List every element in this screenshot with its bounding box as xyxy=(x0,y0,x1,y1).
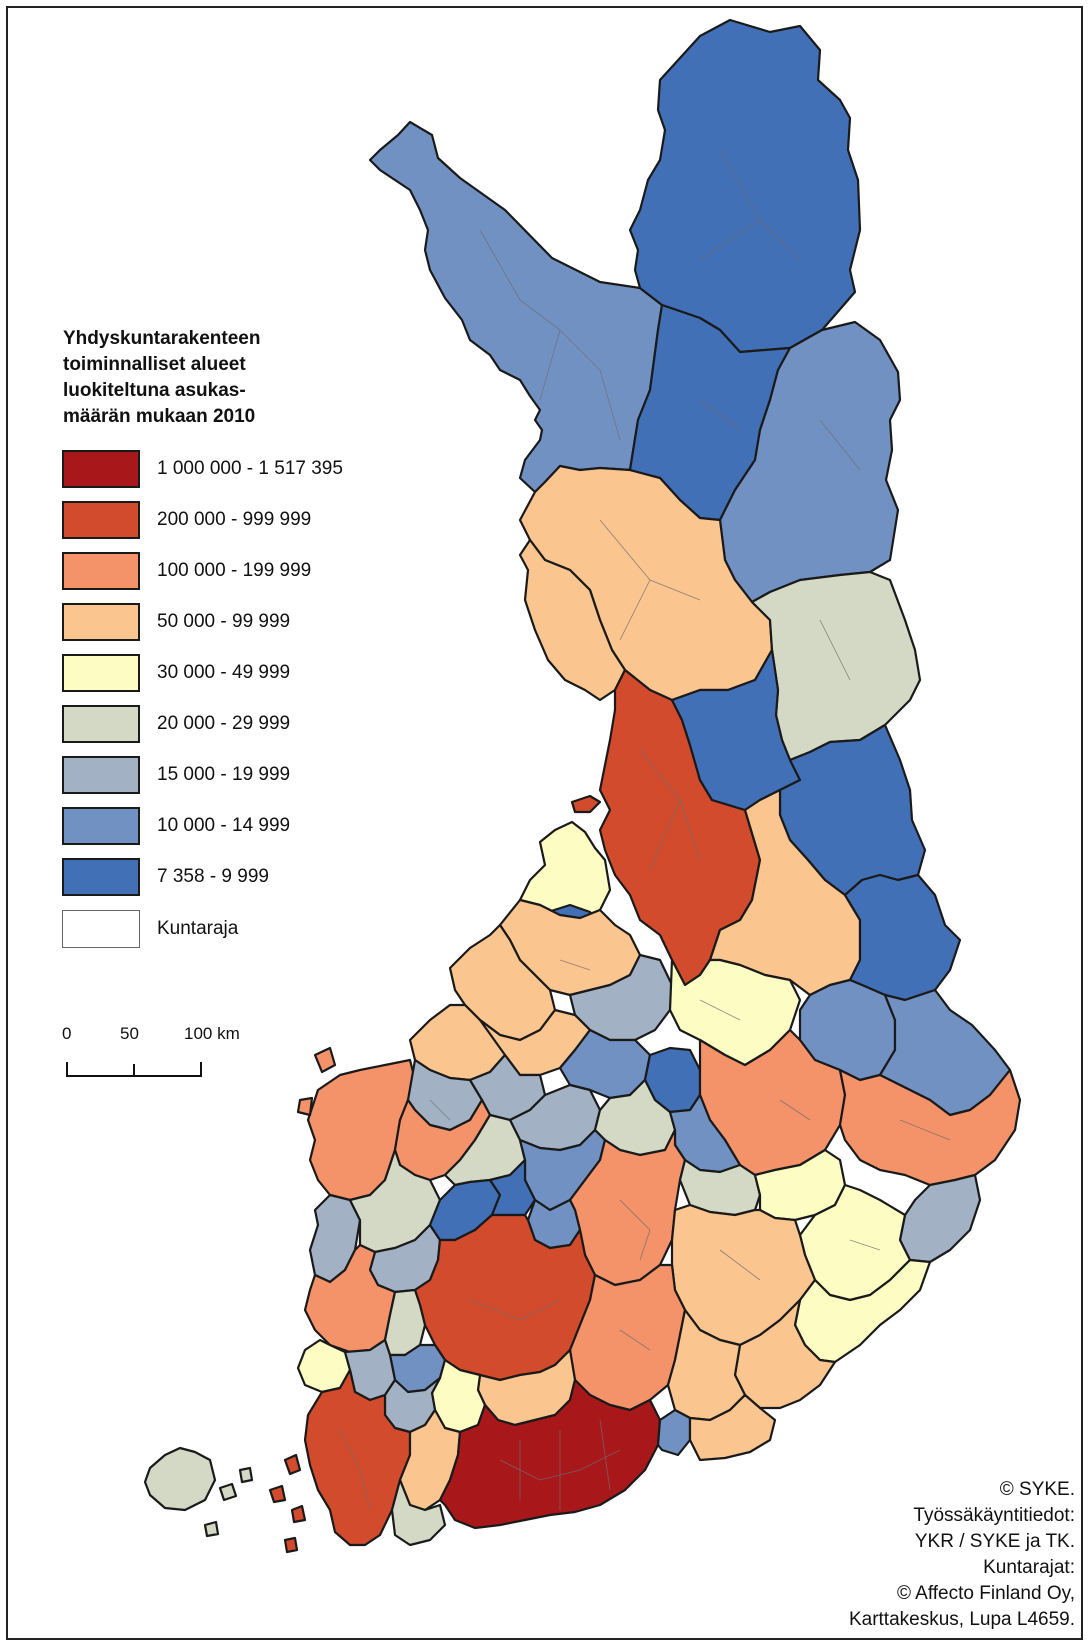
region-enontekio xyxy=(368,120,664,494)
legend-label: 15 000 - 19 999 xyxy=(157,764,291,785)
region-aland xyxy=(143,1446,217,1512)
legend-title-line: toiminnalliset alueet xyxy=(63,354,246,375)
region-mantta xyxy=(488,1158,537,1217)
credit-line: Työssäkäyntitiedot: xyxy=(913,1505,1075,1526)
scale-bar-line xyxy=(66,1062,202,1077)
legend-swatch xyxy=(62,501,140,539)
region-iisalmi xyxy=(668,958,802,1067)
credit-line: Karttakeskus, Lupa L4659. xyxy=(848,1609,1075,1630)
legend-swatch xyxy=(62,450,140,488)
scale-label: 50 xyxy=(120,1024,139,1043)
legend-title-line: määrän mukaan 2010 xyxy=(63,406,256,427)
legend-swatch-border xyxy=(62,910,140,948)
legend-item: 30 000 - 49 999 xyxy=(62,654,402,694)
credit-line: © Affecto Finland Oy, xyxy=(896,1583,1075,1604)
region-kuhmo xyxy=(843,873,962,1002)
credit-line: © SYKE. xyxy=(999,1479,1075,1500)
region-kotka xyxy=(688,1393,777,1462)
region-hailuoto xyxy=(570,794,602,814)
legend-item: 50 000 - 99 999 xyxy=(62,603,402,643)
legend-title-line: Yhdyskuntarakenteen xyxy=(63,328,261,349)
legend-item: 15 000 - 19 999 xyxy=(62,756,402,796)
legend-label: 100 000 - 199 999 xyxy=(157,560,312,581)
legend-swatch xyxy=(62,705,140,743)
scale-label: 0 xyxy=(62,1024,72,1043)
legend-title: Yhdyskuntarakenteen toiminnalliset aluee… xyxy=(63,326,323,430)
legend-item: 200 000 - 999 999 xyxy=(62,501,402,541)
region-utsjoki-inari xyxy=(628,18,862,354)
municipal-borders xyxy=(339,149,951,1511)
legend-item: 7 358 - 9 999 xyxy=(62,858,402,898)
legend-item: 10 000 - 14 999 xyxy=(62,807,402,847)
credits: © SYKE. Työssäkäyntitiedot: YKR / SYKE j… xyxy=(849,1477,1075,1633)
legend-label: 1 000 000 - 1 517 395 xyxy=(157,458,343,479)
legend-swatch xyxy=(62,807,140,845)
credit-line: YKR / SYKE ja TK. xyxy=(914,1531,1075,1552)
region-loviisa xyxy=(656,1408,692,1457)
legend-item: 1 000 000 - 1 517 395 xyxy=(62,450,402,490)
legend-swatch xyxy=(62,654,140,692)
legend-label: 7 358 - 9 999 xyxy=(157,866,269,887)
legend-label: 20 000 - 29 999 xyxy=(157,713,291,734)
legend-label: Kuntaraja xyxy=(157,918,239,939)
region-kitee xyxy=(898,1173,982,1264)
regions-layer xyxy=(143,18,1022,1554)
legend-item: 100 000 - 199 999 xyxy=(62,552,402,592)
legend-label: 200 000 - 999 999 xyxy=(157,509,312,530)
region-vaasa-islands xyxy=(296,1046,337,1117)
legend-swatch xyxy=(62,756,140,794)
credit-line: Kuntarajat: xyxy=(983,1557,1075,1578)
legend-swatch xyxy=(62,552,140,590)
legend-label: 10 000 - 14 999 xyxy=(157,815,291,836)
region-archipelago xyxy=(268,1453,307,1554)
scale-bar: 0 50 100 km xyxy=(62,1024,262,1077)
region-raasepori xyxy=(390,1478,447,1547)
legend-item: 20 000 - 29 999 xyxy=(62,705,402,745)
legend-item-border: Kuntaraja xyxy=(62,910,402,950)
region-pieksamaki xyxy=(678,1158,762,1217)
region-aland-islets xyxy=(203,1466,254,1538)
legend-label: 50 000 - 99 999 xyxy=(157,611,291,632)
legend-title-line: luokiteltuna asukas- xyxy=(63,380,246,401)
scale-label: 100 km xyxy=(184,1024,240,1043)
legend-label: 30 000 - 49 999 xyxy=(157,662,291,683)
legend-swatch xyxy=(62,603,140,641)
legend-swatch xyxy=(62,858,140,896)
region-kemi-tornio xyxy=(518,538,627,702)
region-joensuu xyxy=(838,1068,1022,1187)
